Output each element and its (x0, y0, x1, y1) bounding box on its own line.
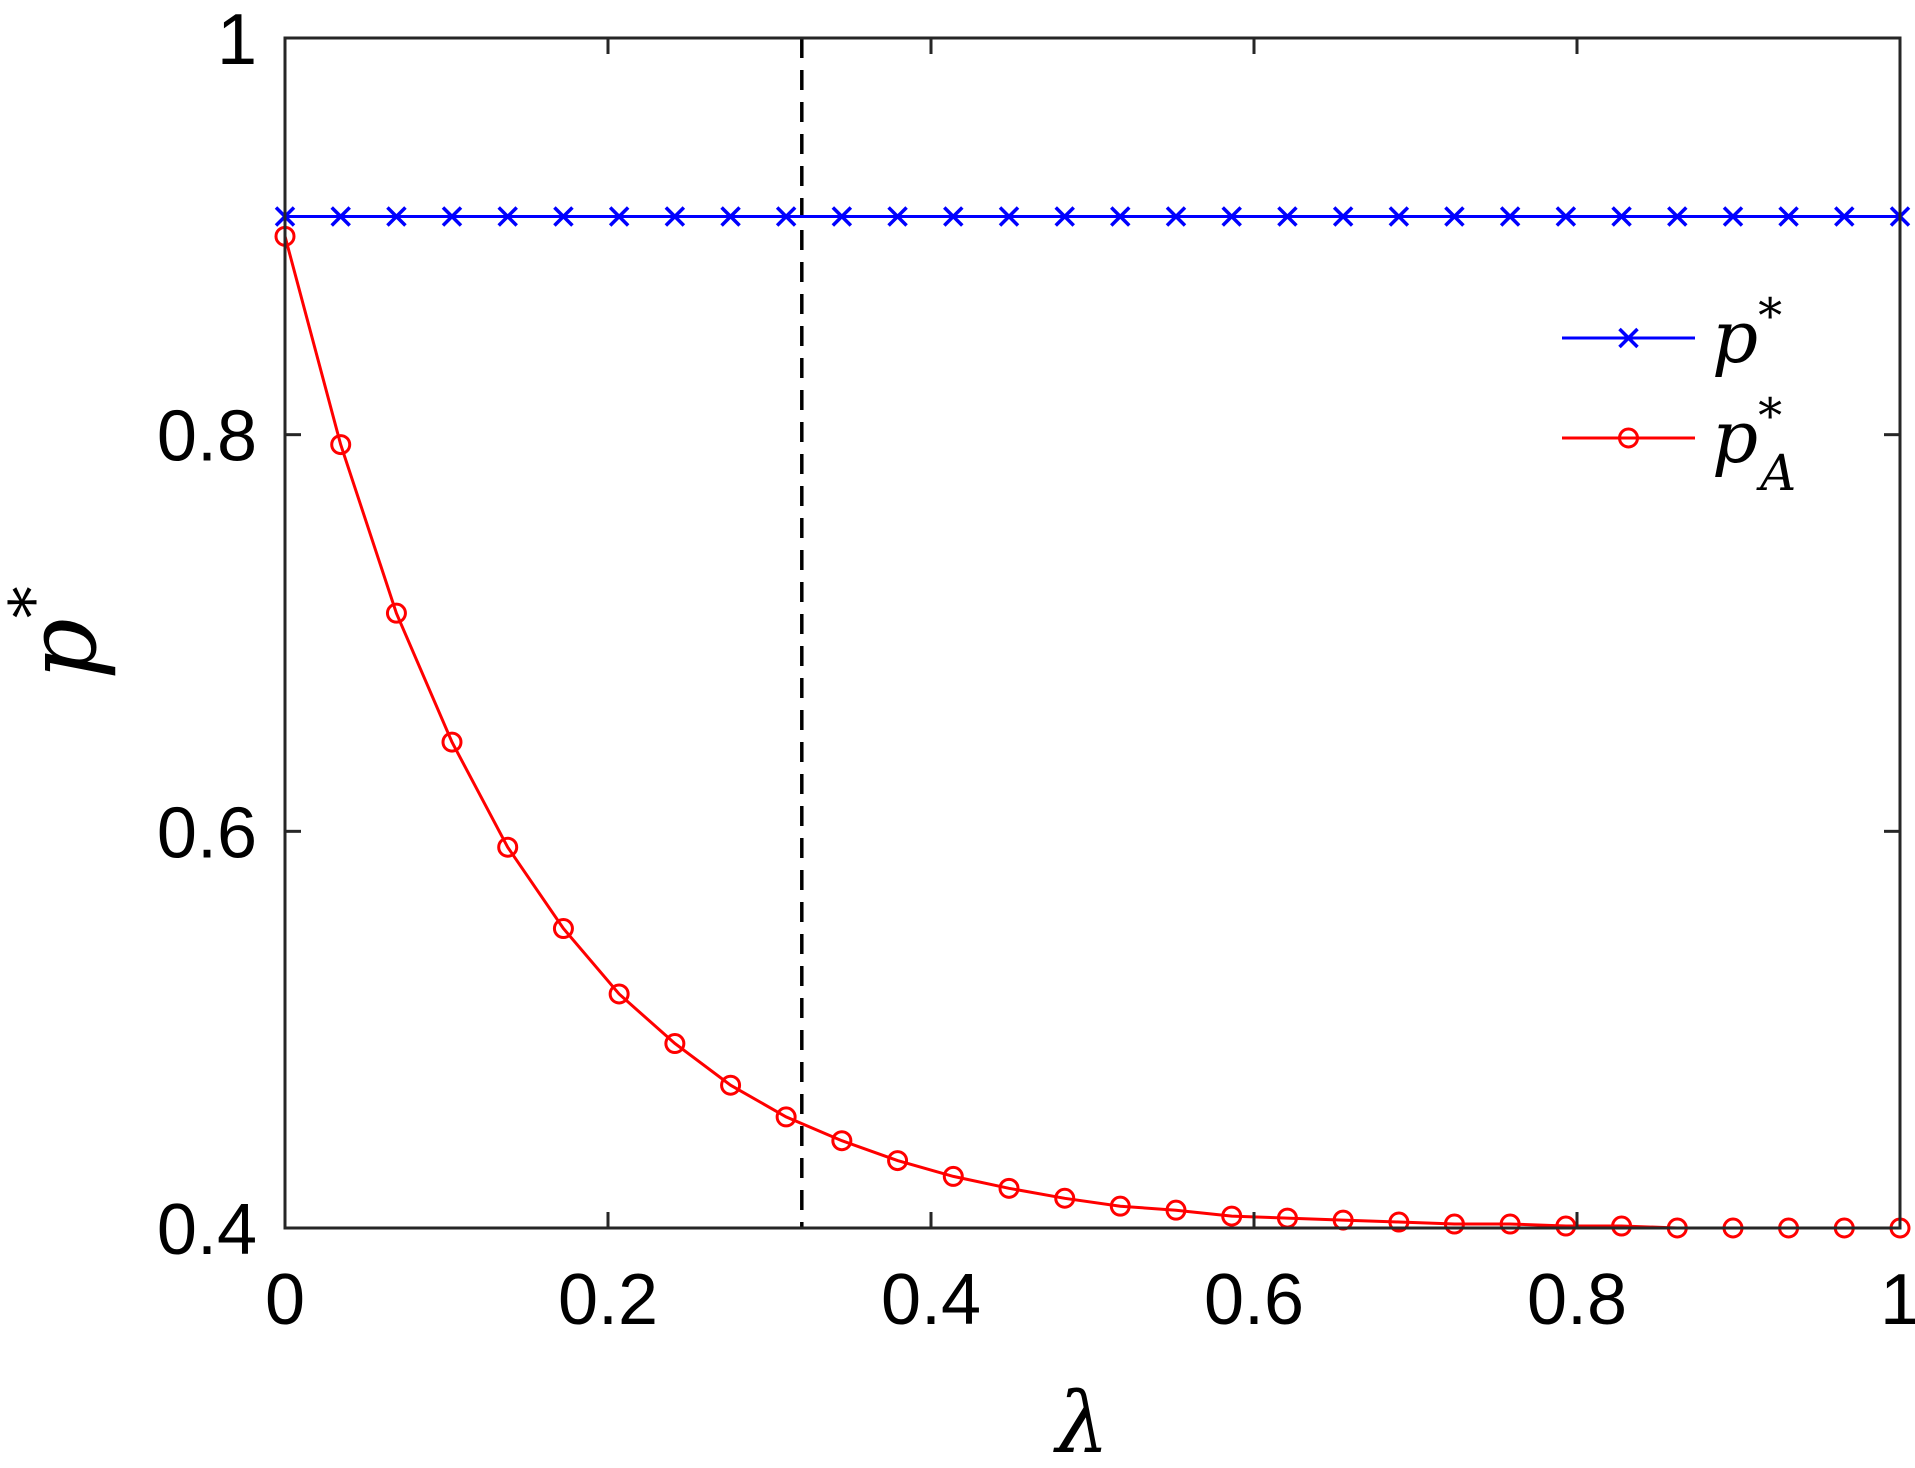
data-point-circle-marker (1611, 1215, 1633, 1237)
data-point-x-marker (1834, 206, 1855, 227)
data-point-x-marker (497, 206, 518, 227)
legend-label: p* A (1712, 388, 1796, 502)
data-point-x-marker (1611, 206, 1632, 227)
data-point-circle-marker (887, 1150, 909, 1172)
data-point-circle-marker (942, 1165, 964, 1187)
x-tick-label: 0.8 (1527, 1260, 1627, 1340)
data-point-x-marker (330, 206, 351, 227)
data-point-circle-marker (1165, 1199, 1187, 1221)
data-point-x-marker (441, 206, 463, 227)
legend-label-subscript: A (1756, 444, 1796, 502)
legend-label: p* (1712, 288, 1782, 379)
x-tick-label: 0.6 (1204, 1260, 1304, 1340)
plot-area-frame (283, 36, 1902, 1230)
data-point-circle-marker (720, 1074, 742, 1096)
data-point-circle-marker (330, 434, 352, 456)
data-point-x-marker (553, 206, 574, 227)
data-point-x-marker (1388, 206, 1410, 227)
data-point-x-marker (1110, 206, 1131, 227)
data-point-x-marker (831, 206, 853, 227)
data-point-circle-marker (385, 602, 407, 624)
y-tick-label: 0.4 (157, 1190, 257, 1270)
data-point-x-marker (1332, 206, 1354, 227)
data-point-circle-marker (1499, 1213, 1521, 1235)
data-point-circle-marker (552, 918, 574, 940)
data-point-x-marker (1277, 206, 1298, 227)
y-tick-label: 0.6 (157, 793, 257, 873)
legend-x-marker (1618, 327, 1639, 349)
y-axis-label-superscript: * (0, 586, 71, 618)
data-point-x-marker (608, 206, 630, 227)
legend-entry-1: p* (1562, 288, 1782, 379)
data-point-x-marker (1722, 206, 1744, 227)
data-point-x-marker (386, 206, 407, 227)
data-point-circle-marker (608, 983, 630, 1005)
y-tick-label: 0.8 (157, 397, 257, 477)
y-axis-label: p* (0, 586, 118, 679)
data-point-x-marker (720, 206, 741, 227)
data-point-circle-marker (775, 1106, 797, 1128)
data-point-x-marker (1555, 206, 1577, 227)
data-point-x-marker (664, 206, 686, 227)
data-point-x-marker (887, 206, 908, 227)
legend-label-base: p (1712, 395, 1758, 479)
x-tick-label: 0.4 (881, 1260, 981, 1340)
x-tick-label: 0.2 (558, 1260, 658, 1340)
data-point-x-marker (1778, 206, 1799, 227)
legend-label-base: p (1712, 295, 1758, 379)
legend-label-superscript: * (1758, 288, 1782, 344)
data-point-x-marker (998, 206, 1020, 227)
x-axis-label: λ (1053, 1374, 1109, 1468)
y-axis-label-base: p (6, 618, 118, 679)
data-point-circle-marker (497, 836, 519, 858)
legend-circle-marker (1618, 427, 1639, 449)
x-tick-label: 0 (265, 1260, 305, 1340)
data-point-x-marker (1165, 206, 1187, 227)
y-axis-label-text: p* (0, 586, 118, 679)
data-point-circle-marker (831, 1130, 853, 1152)
data-point-x-marker (1667, 206, 1688, 227)
data-point-x-marker (1499, 206, 1521, 227)
legend-label-superscript: * (1758, 388, 1782, 444)
data-point-circle-marker (1388, 1211, 1410, 1233)
data-point-circle-marker (1443, 1213, 1465, 1235)
data-point-circle-marker (441, 731, 463, 753)
y-tick-label: 1 (217, 0, 257, 80)
data-point-circle-marker (998, 1177, 1020, 1199)
data-point-circle-marker (664, 1033, 686, 1055)
data-point-x-marker (1054, 206, 1075, 227)
axis-labels: λ p* (0, 586, 1109, 1468)
data-point-x-marker (1221, 206, 1242, 227)
data-point-x-marker (775, 206, 797, 227)
x-tick-label: 1 (1880, 1260, 1915, 1340)
data-point-x-marker (1444, 206, 1465, 227)
ticks-layer: 0 0.2 0.4 0.6 0.8 1 0.4 0.6 0.8 1 (157, 0, 1915, 1340)
data-point-circle-marker (1555, 1215, 1577, 1237)
legend: p*p* A (1562, 288, 1796, 502)
legend-entry-2: p* A (1562, 388, 1796, 502)
data-point-circle-marker (1221, 1205, 1243, 1227)
data-point-x-marker (943, 206, 964, 227)
data-point-circle-marker (1054, 1187, 1076, 1209)
data-point-circle-marker (1109, 1195, 1131, 1217)
series-1 (274, 206, 1911, 227)
